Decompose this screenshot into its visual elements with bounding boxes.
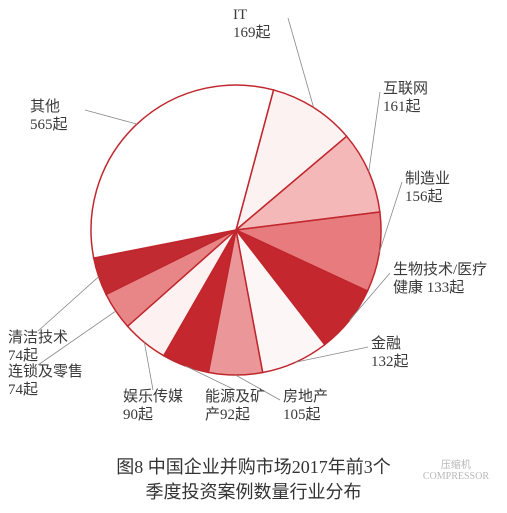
slice-label-count: 74起 — [8, 347, 68, 365]
slice-label: 生物技术/医疗健康 133起 — [393, 261, 487, 297]
slice-label-name: 清洁技术 — [8, 329, 68, 347]
slice-label-name: 其他 — [30, 98, 68, 116]
watermark-line2: COMPRESSOR — [423, 471, 489, 482]
slice-label: IT169起 — [233, 6, 271, 42]
pie-chart-container: IT169起互联网161起制造业156起生物技术/医疗健康 133起金融132起… — [0, 0, 507, 450]
slice-label-count: 132起 — [371, 353, 409, 371]
slice-label: 互联网161起 — [383, 80, 428, 116]
slice-label-name: 连锁及零售 — [8, 363, 83, 381]
watermark-line1: 压缩机 — [441, 460, 471, 471]
slice-label-count: 105起 — [283, 406, 328, 424]
slice-label-count: 产92起 — [205, 406, 265, 424]
slice-label: 清洁技术74起 — [8, 329, 68, 365]
slice-label-name: 能源及矿 — [205, 388, 265, 406]
slice-label: 房地产105起 — [283, 388, 328, 424]
caption-line1: 图8 中国企业并购市场2017年前3个 — [116, 457, 391, 477]
slice-label-count: 156起 — [405, 188, 450, 206]
slice-label: 连锁及零售74起 — [8, 363, 83, 399]
slice-label-count: 健康 133起 — [393, 279, 487, 297]
slice-label-count: 169起 — [233, 24, 271, 42]
slice-label: 金融132起 — [371, 335, 409, 371]
slice-label-name: 房地产 — [283, 388, 328, 406]
leader-line — [369, 92, 380, 172]
slice-label-count: 74起 — [8, 381, 83, 399]
slice-label-name: IT — [233, 6, 271, 24]
leader-line — [85, 110, 137, 124]
slice-label: 能源及矿产92起 — [205, 388, 265, 424]
leader-line — [144, 342, 153, 390]
slice-label-name: 娱乐传媒 — [123, 388, 183, 406]
caption-line2: 季度投资案例数量行业分布 — [146, 482, 362, 502]
watermark: 压缩机 COMPRESSOR — [423, 460, 489, 482]
slice-label: 娱乐传媒90起 — [123, 388, 183, 424]
slice-label-count: 90起 — [123, 406, 183, 424]
leader-line — [379, 182, 402, 252]
slice-label-name: 生物技术/医疗 — [393, 261, 487, 279]
leader-line — [38, 277, 99, 331]
slice-label: 制造业156起 — [405, 170, 450, 206]
slice-label-name: 金融 — [371, 335, 409, 353]
slice-label: 其他565起 — [30, 98, 68, 134]
leader-line — [288, 18, 314, 108]
slice-label-count: 161起 — [383, 98, 428, 116]
slice-label-count: 565起 — [30, 116, 68, 134]
slice-label-name: 制造业 — [405, 170, 450, 188]
slice-label-name: 互联网 — [383, 80, 428, 98]
